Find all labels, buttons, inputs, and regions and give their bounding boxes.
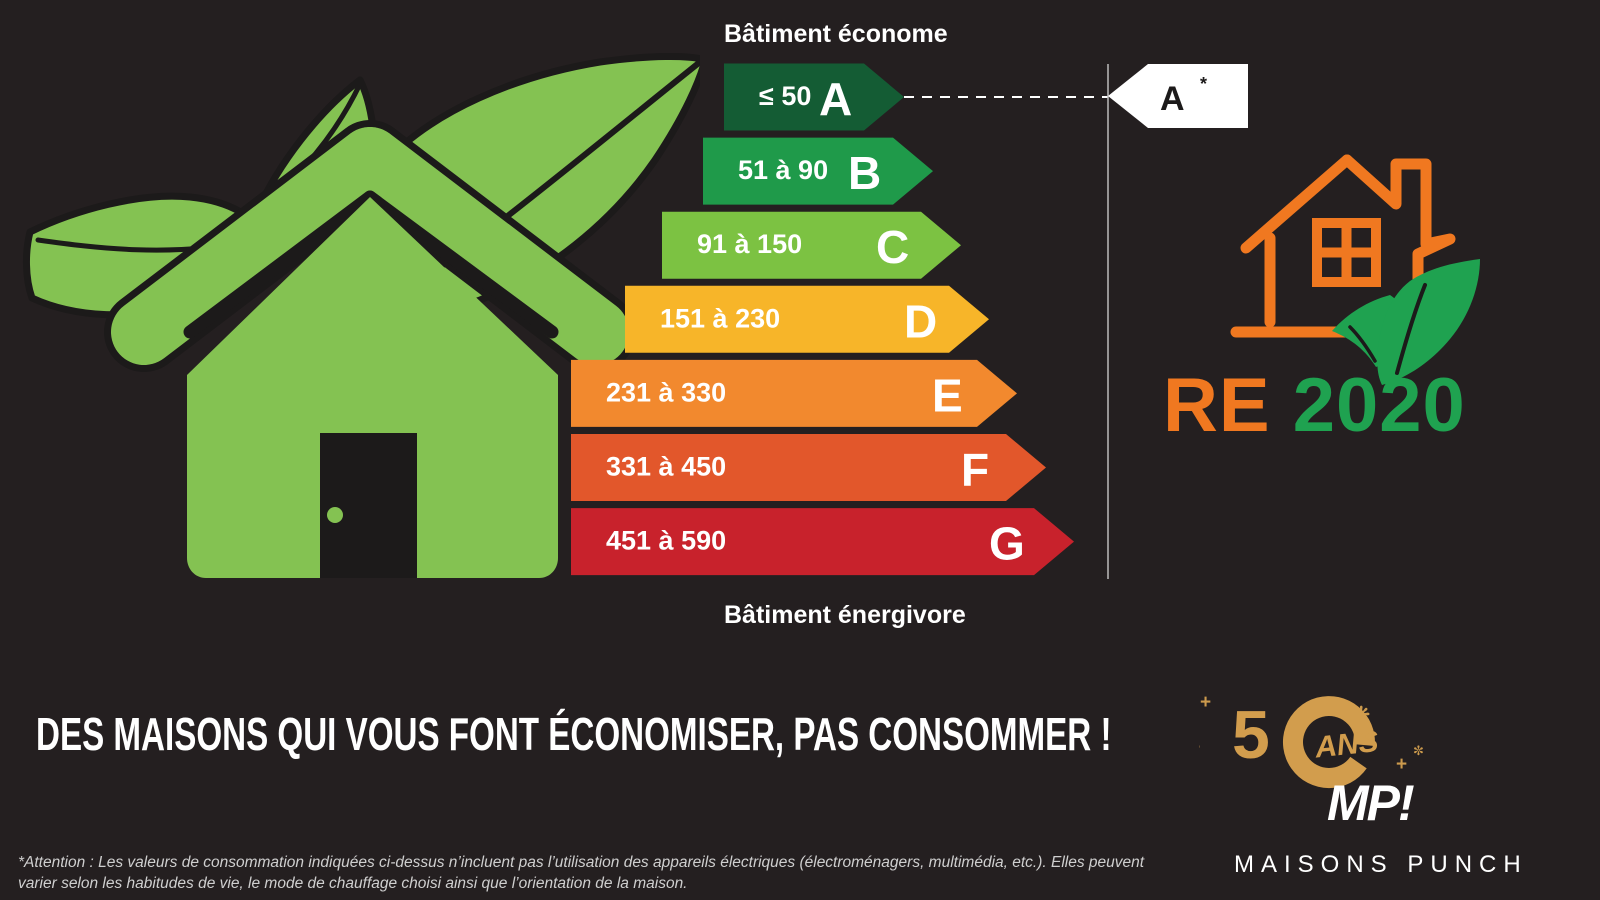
svg-text:151 à 230: 151 à 230: [660, 303, 780, 333]
svg-text:B: B: [848, 147, 881, 199]
svg-text:✼: ✼: [1413, 743, 1424, 758]
svg-text:E: E: [932, 369, 963, 421]
svg-text:A: A: [1160, 80, 1185, 118]
svg-text:A: A: [819, 73, 852, 125]
svg-text:MAISONS PUNCH: MAISONS PUNCH: [1234, 851, 1528, 878]
svg-text:+: +: [1199, 737, 1200, 758]
svg-text:ANS: ANS: [1313, 725, 1380, 765]
svg-text:+: +: [1200, 692, 1211, 713]
svg-text:*: *: [1200, 74, 1207, 94]
svg-text:D: D: [904, 295, 937, 347]
svg-text:G: G: [989, 518, 1025, 570]
svg-text:91 à 150: 91 à 150: [697, 229, 802, 259]
svg-text:C: C: [876, 221, 909, 273]
svg-text:5: 5: [1232, 697, 1270, 773]
svg-text:+: +: [1396, 754, 1407, 775]
svg-text:451 à 590: 451 à 590: [606, 526, 726, 556]
svg-text:231 à 330: 231 à 330: [606, 377, 726, 407]
svg-text:MP!: MP!: [1327, 775, 1414, 831]
svg-text:331 à 450: 331 à 450: [606, 452, 726, 482]
svg-text:51 à 90: 51 à 90: [738, 155, 828, 185]
svg-text:F: F: [961, 444, 989, 496]
svg-text:≤ 50: ≤ 50: [759, 81, 811, 111]
